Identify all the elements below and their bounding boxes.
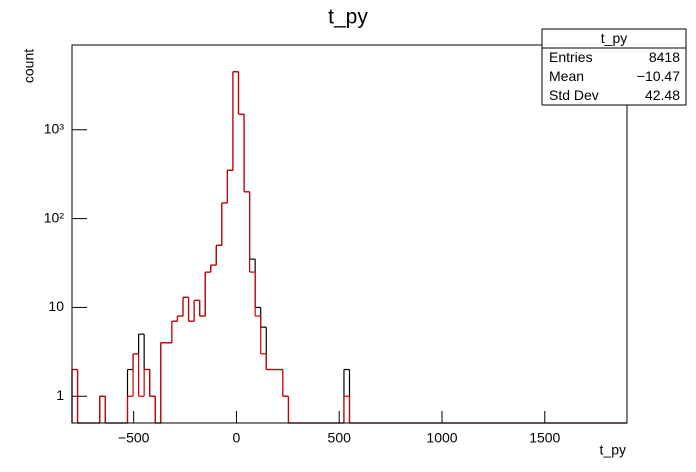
stats-name: Std Dev: [549, 87, 599, 103]
y-axis-label: count: [21, 49, 37, 83]
y-tick-label: 10²: [44, 209, 65, 225]
x-tick-label: 1500: [529, 430, 560, 446]
stats-box: [541, 28, 687, 106]
stats-name: Mean: [549, 68, 584, 84]
stats-value: 42.48: [645, 87, 680, 103]
x-tick-label: 500: [328, 430, 352, 446]
x-tick-label: 1000: [426, 430, 457, 446]
stats-value: −10.47: [637, 68, 680, 84]
y-tick-label: 1: [56, 387, 64, 403]
stats-name: Entries: [549, 49, 593, 65]
stats-value: 8418: [649, 49, 680, 65]
x-axis-label: t_py: [600, 442, 626, 458]
y-tick-label: 10: [48, 298, 64, 314]
stats-title: t_py: [601, 30, 627, 46]
y-tick-label: 10³: [44, 120, 65, 136]
x-tick-label: −500: [118, 430, 150, 446]
plot-frame: [71, 44, 628, 424]
x-tick-label: 0: [233, 430, 241, 446]
chart-title: t_py: [328, 6, 368, 29]
